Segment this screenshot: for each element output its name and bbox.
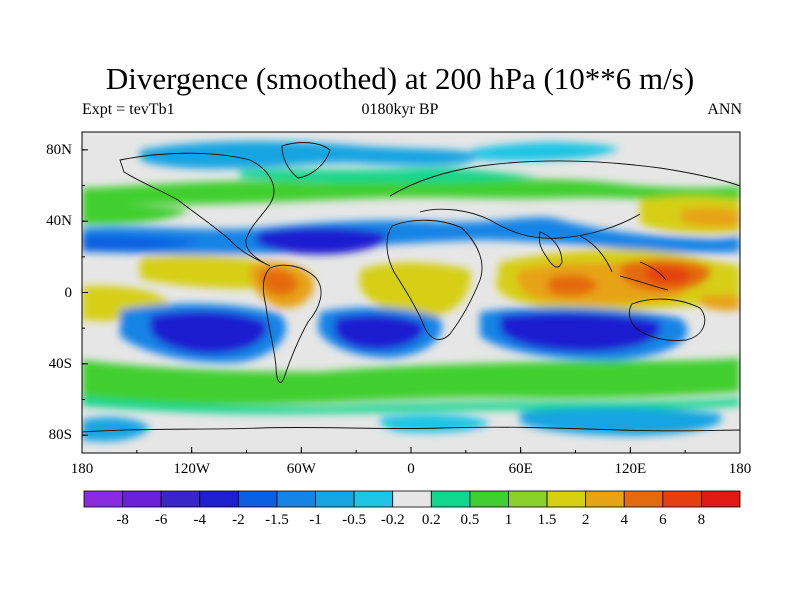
contour-south-indian-dark xyxy=(500,312,661,352)
colorbar-level-label: 6 xyxy=(659,512,667,528)
colorbar-swatch xyxy=(469,490,509,508)
colorbar-level-label: 8 xyxy=(697,512,706,528)
axis-ticks xyxy=(81,149,741,453)
contour-south-atlantic-dark xyxy=(334,314,425,350)
colorbar-level-label: 2 xyxy=(581,512,590,528)
colorbar xyxy=(83,490,741,508)
colorbar-swatch xyxy=(585,490,625,508)
contour-north-green-band xyxy=(82,176,740,205)
contour-southeast-pacific-dark xyxy=(150,311,268,354)
y-tick-label: 40S xyxy=(48,355,72,372)
colorbar-level-label: 0.5 xyxy=(460,512,480,528)
coastline-south-america xyxy=(262,264,322,383)
colorbar-swatch xyxy=(237,490,278,508)
colorbar-level-label: -1 xyxy=(309,512,322,528)
coastline-greenland xyxy=(281,142,331,179)
contour-arctic-blue xyxy=(140,141,480,169)
contour-north-atlantic-dark xyxy=(255,227,387,255)
colorbar-level-label: 4 xyxy=(620,512,628,528)
contour-arctic-cyan xyxy=(470,142,620,161)
coastline-africa xyxy=(386,219,483,340)
colorbar-swatch xyxy=(276,490,316,508)
colorbar-swatch xyxy=(122,490,162,508)
x-tick-label: 60W xyxy=(286,461,316,477)
y-tick-label: 80N xyxy=(46,141,72,158)
x-tick-label: 180 xyxy=(728,461,752,477)
coastline-antarctica xyxy=(82,426,740,433)
contour-maritime-core xyxy=(646,266,692,284)
coastlines xyxy=(82,142,740,433)
y-tick-label: 80S xyxy=(48,427,72,444)
colorbar-swatch xyxy=(662,490,702,508)
colorbar-level-label: -6 xyxy=(154,512,168,528)
time-label: 0180kyr BP xyxy=(361,101,439,118)
contour-spcz-east xyxy=(700,295,740,311)
contour-south-america-peak xyxy=(259,269,298,296)
colorbar-swatch xyxy=(160,490,201,508)
x-tick-label: 120E xyxy=(614,461,647,477)
contour-north-lightgreen xyxy=(240,167,540,183)
colorbar-swatch xyxy=(701,490,741,508)
colorbar-swatch xyxy=(623,490,664,508)
x-tick-label: 180 xyxy=(70,461,94,477)
colorbar-swatch xyxy=(508,490,548,508)
plot-title: Divergence (smoothed) at 200 hPa (10**6 … xyxy=(105,61,695,96)
colorbar-swatch xyxy=(83,490,123,508)
colorbar-swatch xyxy=(353,490,394,508)
contour-southern-ocean-green xyxy=(82,358,740,405)
colorbar-level-label: -1.5 xyxy=(265,512,289,528)
y-tick-label: 40N xyxy=(46,213,72,230)
colorbar-swatch xyxy=(430,490,471,508)
contour-north-pacific-dark xyxy=(82,235,200,251)
colorbar-level-label: 1.5 xyxy=(537,512,557,528)
filled-contours xyxy=(82,132,740,453)
x-tick-label: 60E xyxy=(508,461,533,477)
colorbar-swatch xyxy=(546,490,587,508)
colorbar-swatch xyxy=(199,490,239,508)
colorbar-level-label: -2 xyxy=(232,512,245,528)
colorbar-level-label: -0.2 xyxy=(380,512,405,528)
colorbar-swatch xyxy=(392,490,432,508)
experiment-label: Expt = tevTb1 xyxy=(82,101,175,118)
contour-north-pacific-peak xyxy=(680,207,740,227)
colorbar-level-label: 0.2 xyxy=(421,512,441,528)
contour-antarctic-west xyxy=(82,417,150,442)
colorbar-level-label: -4 xyxy=(193,512,207,528)
coastline-southeast-asia xyxy=(579,235,669,291)
x-tick-label: 120W xyxy=(173,461,210,477)
contour-africa-yellow xyxy=(360,262,471,318)
colorbar-level-label: -8 xyxy=(116,512,129,528)
coastline-europe-asia xyxy=(389,160,740,239)
season-label: ANN xyxy=(707,101,742,118)
coastline-north-america xyxy=(119,152,275,267)
coastline-australia xyxy=(628,298,706,341)
y-tick-label: 0 xyxy=(64,284,73,301)
contour-indian-peak xyxy=(547,274,598,296)
x-tick-label: 0 xyxy=(407,461,415,477)
colorbar-level-label: 1 xyxy=(504,512,513,528)
colorbar-level-label: -0.5 xyxy=(342,512,366,528)
colorbar-swatch xyxy=(315,490,355,508)
coastline-india xyxy=(538,231,563,268)
contour-north-pacific-east xyxy=(82,203,190,225)
